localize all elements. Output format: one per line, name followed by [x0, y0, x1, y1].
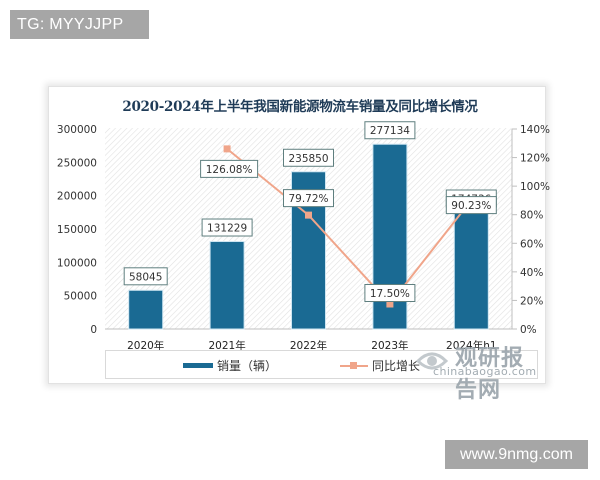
chart-title: 2020-2024年上半年我国新能源物流车销量及同比增长情况: [122, 99, 478, 115]
legend: [105, 350, 538, 379]
line-point-marker: [386, 300, 394, 308]
growth-value-label: 90.23%: [445, 196, 497, 215]
y-left-tick-label: 50000: [64, 291, 97, 303]
growth-value-label: 126.08%: [200, 159, 259, 178]
x-tick-label: 2023年: [371, 339, 408, 352]
legend-item-sales: 销量（辆）: [183, 357, 277, 374]
svg-text:126.08%: 126.08%: [206, 164, 253, 176]
x-tick-label: 2024年h1: [446, 339, 497, 352]
legend-item-growth: 同比增长: [340, 357, 420, 374]
y-left-tick-label: 100000: [57, 257, 97, 269]
line-point-marker: [305, 211, 312, 219]
y-left-tick-label: 200000: [57, 191, 97, 203]
watermark-tag-bottom-right: www.9nmg.com: [445, 440, 588, 469]
y-left-tick-label: 250000: [57, 157, 97, 169]
y-right-tick-label: 120%: [520, 153, 550, 165]
y-right-tick-label: 0%: [520, 324, 537, 336]
y-left-tick-label: 150000: [57, 224, 97, 236]
growth-value-label: 17.50%: [364, 284, 416, 302]
bar-value-label: 58045: [123, 267, 168, 286]
eye-logo-icon: [415, 352, 449, 370]
bar-value-label: 131229: [201, 218, 253, 237]
bar-swatch-icon: [183, 363, 213, 368]
bar-sales: [128, 289, 164, 330]
x-tick-label: 2020年: [127, 339, 164, 352]
line-point-marker: [223, 145, 231, 153]
bar-sales: [453, 212, 489, 330]
svg-text:17.50%: 17.50%: [370, 288, 410, 300]
svg-text:277134: 277134: [370, 125, 410, 137]
svg-text:58045: 58045: [129, 271, 162, 283]
line-marker-swatch-icon: [340, 361, 368, 369]
legend-label-sales: 销量（辆）: [217, 359, 278, 373]
x-tick-label: 2022年: [290, 339, 327, 352]
svg-text:235850: 235850: [288, 153, 328, 165]
growth-value-label: 79.72%: [283, 189, 334, 208]
watermark-en: chinabaogao.com: [433, 365, 537, 378]
svg-text:131229: 131229: [207, 223, 247, 235]
y-right-tick-label: 60%: [520, 238, 543, 250]
y-right-tick-label: 40%: [520, 267, 543, 279]
x-tick-label: 2021年: [208, 339, 245, 352]
legend-label-growth: 同比增长: [372, 359, 421, 373]
bar-sales: [209, 241, 245, 330]
y-left-tick-label: 0: [90, 324, 97, 336]
watermark-tag-top-left: TG: MYYJJPP: [10, 10, 149, 39]
source-watermark: 观研报告网 chinabaogao.com: [415, 340, 545, 403]
bar-value-label: 235850: [283, 148, 334, 167]
watermark-cn: 观研报告网: [455, 346, 525, 403]
svg-text:79.72%: 79.72%: [288, 193, 328, 205]
y-left-tick-label: 300000: [57, 124, 97, 136]
svg-text:90.23%: 90.23%: [451, 200, 491, 212]
y-right-tick-label: 100%: [520, 181, 550, 193]
y-right-tick-label: 20%: [520, 295, 543, 307]
y-right-tick-label: 140%: [520, 124, 550, 136]
y-right-tick-label: 80%: [520, 210, 543, 222]
bar-value-label: 277134: [364, 121, 416, 140]
